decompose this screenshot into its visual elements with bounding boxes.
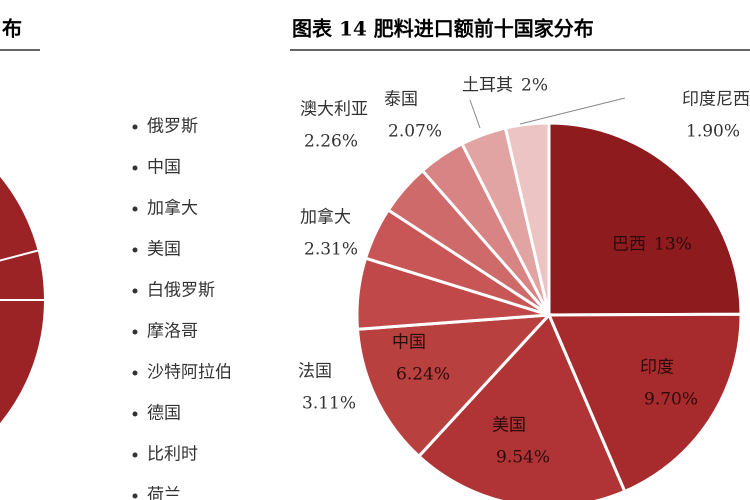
slice-value: 9.70% (644, 390, 698, 410)
legend-label: 摩洛哥 (147, 322, 198, 342)
leader-line (519, 97, 626, 125)
slice-value: 9.54% (496, 448, 550, 468)
legend-bullet (132, 329, 138, 335)
left-pie-fragment (0, 173, 46, 427)
leader-line (469, 99, 481, 129)
legend-bullet (132, 411, 138, 417)
slice-name: 中国 (392, 333, 426, 353)
pie-slice (355, 313, 553, 459)
right-title: 图表 14 肥料进口额前十国家分布 (292, 17, 594, 41)
legend-label: 荷兰 (147, 486, 181, 500)
slice-value: 2.31% (304, 240, 358, 260)
pie-slice (546, 312, 743, 494)
left-title: 布 (2, 17, 22, 41)
legend-bullet (132, 288, 138, 294)
slice-name: 美国 (492, 416, 526, 436)
slice-name: 法国 (298, 362, 332, 382)
legend-label: 沙特阿拉伯 (147, 363, 232, 383)
pie-slice (503, 121, 551, 316)
slice-value: 1.90% (686, 122, 740, 142)
slice-name: 巴西 (612, 235, 646, 255)
legend-bullet (132, 124, 138, 130)
legend-bullet (132, 493, 138, 499)
slice-value: 2% (521, 76, 548, 96)
slice-name: 印度 (640, 358, 674, 378)
slice-value: 2.26% (304, 132, 358, 152)
legend-bullet (132, 247, 138, 253)
legend-bullet (132, 452, 138, 458)
slice-value: 6.24% (396, 365, 450, 385)
slice-name: 加拿大 (300, 207, 351, 228)
slice-name: 印度尼西亚 (682, 90, 750, 110)
slice-value: 13% (654, 235, 692, 255)
legend-label: 德国 (147, 404, 181, 424)
pie-slice (547, 121, 743, 317)
legend-label: 中国 (147, 158, 181, 178)
legend-bullet (132, 370, 138, 376)
pie-slice (416, 312, 627, 500)
slice-name: 泰国 (384, 90, 418, 110)
legend-bullet (132, 206, 138, 212)
slice-value: 2.07% (388, 122, 442, 142)
slice-name: 澳大利亚 (300, 100, 368, 120)
legend-bullet (132, 165, 138, 171)
legend-label: 俄罗斯 (147, 117, 198, 137)
legend-label: 美国 (147, 240, 181, 260)
slice-name: 土耳其 (462, 76, 513, 96)
slice-value: 3.11% (302, 394, 356, 414)
legend-label: 白俄罗斯 (147, 281, 215, 301)
legend-label: 加拿大 (147, 198, 198, 219)
legend-label: 比利时 (147, 445, 198, 465)
